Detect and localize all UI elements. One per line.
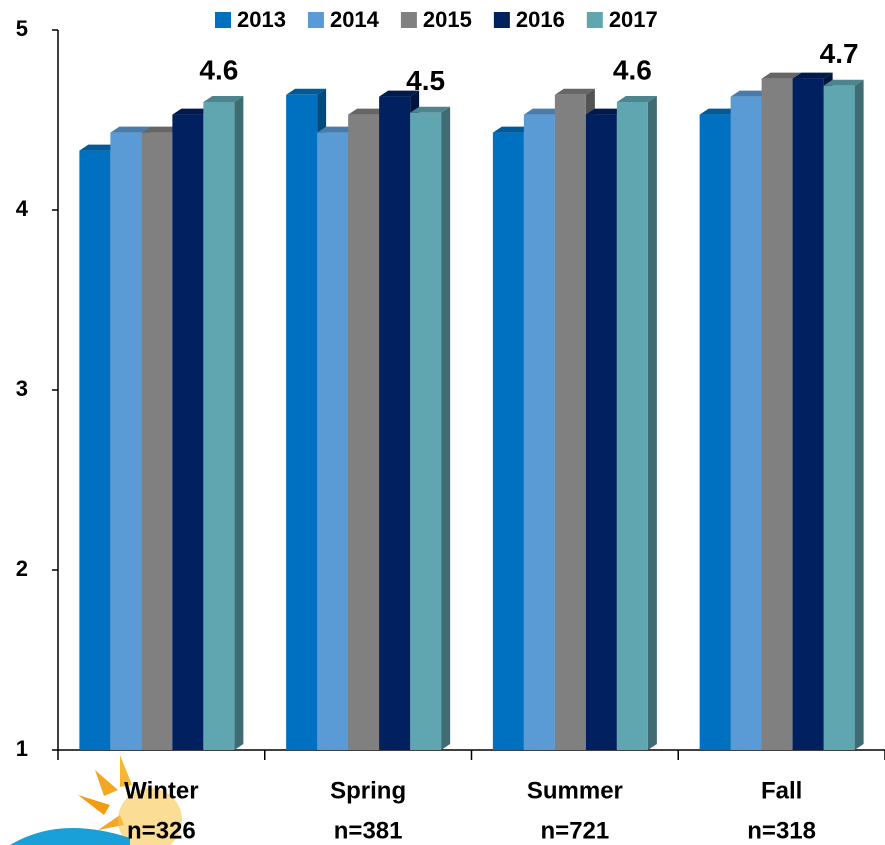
bar-top — [616, 96, 657, 102]
bar-top — [823, 79, 864, 86]
logo-sun — [118, 788, 182, 845]
bar-side — [854, 79, 864, 751]
legend-label: 2016 — [516, 7, 565, 32]
logo — [10, 755, 182, 845]
value-label: 4.5 — [406, 65, 445, 96]
bar-top — [172, 108, 213, 115]
bar — [699, 114, 731, 751]
bar — [317, 132, 349, 751]
legend-swatch — [493, 12, 510, 28]
y-tick-label: 5 — [16, 16, 28, 41]
bar-top — [554, 88, 595, 95]
legend-swatch — [307, 12, 324, 28]
bar-side — [234, 96, 244, 750]
legend-swatch — [586, 12, 603, 28]
bar — [410, 112, 442, 751]
bar — [379, 96, 411, 751]
bar-top — [492, 126, 533, 133]
bar-top — [699, 108, 740, 115]
bar — [730, 96, 762, 751]
logo-ray — [78, 795, 110, 815]
bar-top — [348, 108, 389, 115]
bar-top — [523, 108, 564, 115]
bar-top — [317, 126, 358, 133]
logo-ray — [120, 755, 132, 787]
bar-top — [761, 72, 802, 79]
value-label: 4.6 — [613, 54, 652, 85]
bar — [492, 132, 524, 751]
bar — [761, 78, 793, 751]
y-tick-label: 1 — [16, 736, 28, 761]
legend-label: 2013 — [237, 7, 286, 32]
bar-top — [203, 96, 244, 102]
bar — [286, 94, 318, 751]
bar-top — [585, 108, 626, 115]
bar-top — [79, 144, 120, 151]
bar — [523, 114, 555, 751]
x-tick-note: n=326 — [127, 817, 196, 844]
logo-ray — [98, 815, 124, 830]
legend-label: 2015 — [423, 7, 472, 32]
bar — [554, 94, 586, 751]
x-tick-note: n=318 — [747, 817, 816, 844]
bar — [110, 132, 142, 751]
legend-swatch — [400, 12, 417, 28]
bar-top — [379, 90, 420, 97]
legend-label: 2014 — [330, 7, 380, 32]
legend-label: 2017 — [609, 7, 658, 32]
x-tick-note: n=721 — [541, 817, 610, 844]
bar — [823, 85, 855, 751]
x-tick-note: n=381 — [334, 817, 403, 844]
bar — [79, 150, 111, 751]
logo-wave — [10, 828, 130, 845]
value-label: 4.6 — [199, 54, 238, 85]
x-tick-label: Fall — [761, 777, 802, 804]
y-tick-label: 2 — [16, 556, 28, 581]
y-tick-label: 3 — [16, 376, 28, 401]
bar — [792, 78, 824, 751]
legend-swatch — [215, 12, 231, 28]
bar-top — [730, 90, 771, 97]
logo-ray — [95, 770, 118, 796]
bar-top — [410, 106, 451, 113]
bar — [172, 114, 204, 751]
bar-side — [441, 106, 451, 751]
bar-top — [110, 126, 151, 133]
bar — [348, 114, 380, 751]
x-tick-label: Summer — [527, 777, 623, 804]
bar — [616, 102, 648, 750]
bar-top — [286, 88, 327, 95]
bar — [141, 132, 173, 751]
value-label: 4.7 — [820, 38, 859, 69]
bar-side — [647, 96, 657, 750]
bar — [585, 114, 617, 751]
x-tick-label: Winter — [124, 777, 198, 804]
bar-top — [141, 126, 182, 133]
y-tick-label: 4 — [16, 196, 29, 221]
x-tick-label: Spring — [330, 777, 406, 804]
bar — [203, 102, 235, 750]
bar-top — [792, 72, 833, 79]
